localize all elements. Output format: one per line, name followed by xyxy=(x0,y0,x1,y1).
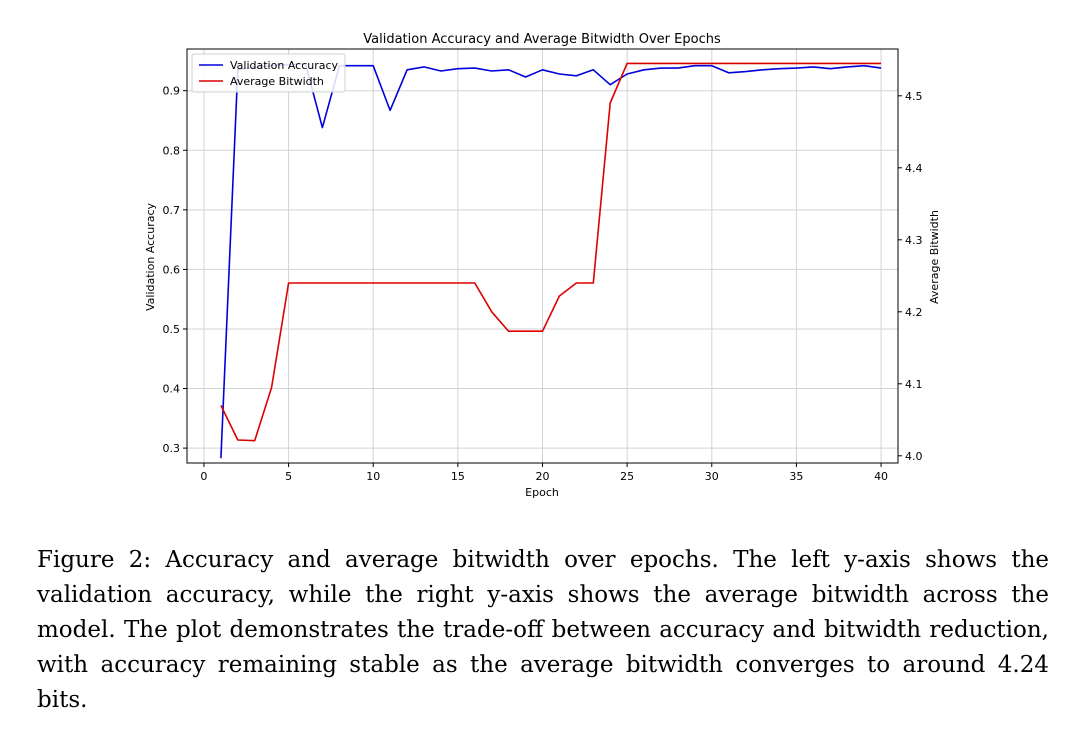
legend-label-average-bitwidth: Average Bitwidth xyxy=(230,75,324,88)
dual-axis-line-chart: Validation Accuracy and Average Bitwidth… xyxy=(144,32,941,499)
x-tick-label: 10 xyxy=(366,470,380,483)
axis-ticks: 0 5 10 15 20 25 30 35 40 0.3 0.4 0.5 0.6 0.7 0.8 0.9 4.0… xyxy=(163,85,923,483)
series-line-validation-accuracy xyxy=(220,63,882,459)
x-tick-label: 25 xyxy=(620,470,634,483)
left-y-axis-title: Validation Accuracy xyxy=(144,202,157,311)
series-line-average-bitwidth xyxy=(220,62,882,442)
left-y-tick-label: 0.8 xyxy=(163,144,181,157)
grid-lines xyxy=(187,49,898,463)
x-tick-label: 0 xyxy=(200,470,207,483)
right-y-axis-title: Average Bitwidth xyxy=(928,210,941,304)
right-y-tick-label: 4.4 xyxy=(905,162,923,175)
left-y-tick-label: 0.4 xyxy=(163,383,181,396)
left-y-tick-label: 0.6 xyxy=(163,263,181,276)
x-tick-label: 20 xyxy=(536,470,550,483)
right-y-tick-label: 4.0 xyxy=(905,450,923,463)
legend: Validation Accuracy Average Bitwidth xyxy=(191,53,346,93)
right-y-tick-label: 4.3 xyxy=(905,234,923,247)
figure-caption: Figure 2: Accuracy and average bitwidth … xyxy=(37,547,1049,713)
right-y-tick-label: 4.5 xyxy=(905,90,923,103)
right-y-tick-label: 4.2 xyxy=(905,306,923,319)
x-tick-label: 30 xyxy=(705,470,719,483)
left-y-tick-label: 0.7 xyxy=(163,204,181,217)
left-y-tick-label: 0.9 xyxy=(163,85,181,98)
left-y-tick-label: 0.5 xyxy=(163,323,181,336)
legend-box xyxy=(191,53,346,93)
chart-title: Validation Accuracy and Average Bitwidth… xyxy=(363,32,721,47)
x-tick-label: 40 xyxy=(874,470,888,483)
x-axis-title: Epoch xyxy=(525,486,559,499)
series-layer xyxy=(220,62,882,459)
x-tick-label: 35 xyxy=(789,470,803,483)
left-y-tick-label: 0.3 xyxy=(163,442,181,455)
legend-label-validation-accuracy: Validation Accuracy xyxy=(230,59,339,72)
x-tick-label: 15 xyxy=(451,470,465,483)
right-y-tick-label: 4.1 xyxy=(905,378,923,391)
x-tick-label: 5 xyxy=(285,470,292,483)
